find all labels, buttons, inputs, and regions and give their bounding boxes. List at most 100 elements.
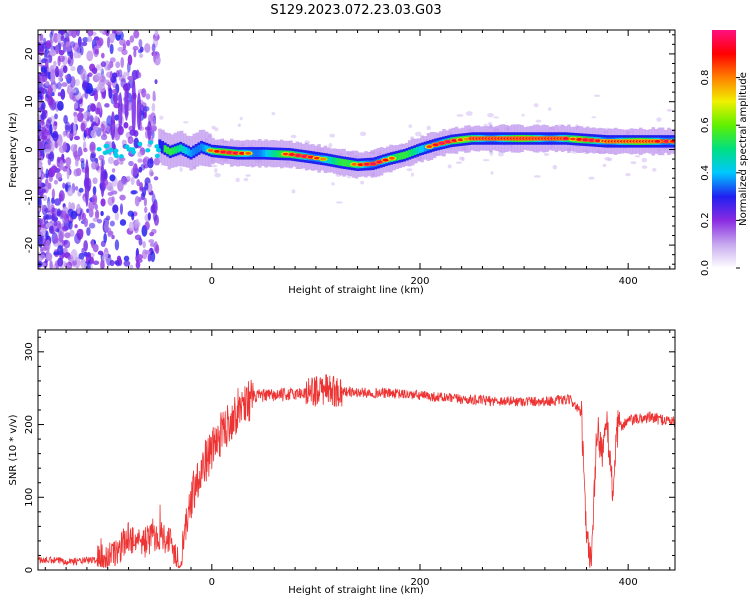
heatmap-noise-blob [71, 30, 77, 39]
heatmap-noise-blob [147, 212, 151, 221]
heatmap-noise-blob [150, 171, 154, 177]
heatmap-noise-blob [38, 180, 41, 187]
heatmap-noise-blob [127, 210, 134, 217]
heatmap-noise-blob [49, 260, 53, 269]
heatmap-noise-blob [104, 221, 109, 233]
heatmap-cell [337, 158, 341, 166]
heatmap-noise-blob [117, 180, 124, 192]
heatmap-noise-blob [102, 130, 107, 136]
heatmap-hotspot [320, 157, 327, 161]
heatmap-noise-blob [488, 121, 492, 126]
heatmap-noise-blob [604, 156, 611, 161]
heatmap-noise-blob [88, 222, 96, 229]
heatmap-noise-blob [64, 121, 71, 133]
heatmap-noise-blob [109, 32, 117, 41]
heatmap-noise-blob [74, 144, 78, 149]
heatmap-cell [270, 150, 274, 158]
heatmap-noise-blob [82, 80, 89, 91]
heatmap-noise-blob [406, 168, 413, 172]
heatmap-noise-blob [87, 259, 91, 269]
heatmap-noise-blob [43, 215, 48, 220]
heatmap-noise-blob [602, 163, 607, 168]
heatmap-cell [254, 149, 258, 157]
heatmap-noise-blob [108, 230, 114, 236]
heatmap-cell [197, 145, 201, 153]
heatmap-noise-blob [57, 257, 64, 267]
heatmap-noise-blob [239, 116, 243, 121]
heatmap-noise-blob [64, 74, 69, 80]
heatmap-noise-blob [80, 160, 85, 170]
heatmap-noise-blob [533, 103, 539, 108]
heatmap-streak [118, 92, 123, 131]
heatmap-noise-blob [48, 225, 54, 234]
heatmap-noise-blob [134, 219, 139, 229]
heatmap-noise-blob [125, 39, 131, 47]
snr-y-label: SNR (10 * v/v) [8, 414, 19, 485]
heatmap-noise-blob [79, 45, 84, 56]
heatmap-noise-blob [128, 221, 134, 232]
heatmap-blob [113, 148, 119, 153]
colorbar-tick-label: 0.8 [700, 70, 711, 86]
heatmap-noise-blob [57, 244, 64, 256]
heatmap-noise-blob [109, 220, 115, 227]
heatmap-noise-blob [155, 244, 160, 255]
heatmap-noise-blob [456, 114, 464, 117]
heatmap-noise-blob [291, 189, 296, 194]
heatmap-noise-blob [94, 115, 99, 124]
heatmap-noise-blob [331, 182, 335, 186]
heatmap-hotspot [282, 152, 289, 156]
heatmap-noise-blob [55, 172, 62, 180]
heatmap-noise-blob [100, 210, 104, 217]
heatmap-noise-blob [133, 30, 140, 39]
heatmap-noise-blob [214, 173, 221, 178]
heatmap-noise-blob [652, 168, 657, 172]
heatmap-noise-blob [87, 30, 94, 37]
heatmap-noise-blob [127, 54, 133, 66]
colorbar-ticks: 0.0 0.2 0.4 0.6 0.8 [700, 70, 740, 276]
heatmap-noise-blob [51, 207, 59, 213]
heatmap-noise-blob [78, 228, 84, 237]
snr-x-ticks: 0 200 400 [44, 330, 671, 588]
heatmap-hotspot [576, 138, 583, 141]
heatmap-noise-blob [328, 143, 333, 148]
heatmap-blob [124, 144, 130, 149]
heatmap-noise-blob [74, 224, 78, 229]
heatmap-noise-blob [62, 225, 68, 231]
heatmap-noise-blob [641, 157, 648, 163]
heatmap-noise-blob [59, 266, 64, 269]
heatmap-noise-blob [126, 175, 131, 180]
y-tick-label: 10 [24, 95, 35, 108]
heatmap-blob [102, 150, 108, 155]
heatmap-streak [147, 120, 152, 140]
heatmap-cell [348, 160, 352, 168]
heatmap-noise-blob [109, 43, 114, 55]
heatmap-noise-blob [78, 98, 83, 105]
heatmap-cell [173, 146, 177, 154]
heatmap-noise-blob [141, 88, 147, 98]
heatmap-noise-blob [66, 261, 73, 269]
y-tick-label: 0 [24, 567, 35, 573]
heatmap-noise-blob [95, 107, 101, 115]
heatmap-noise-blob [142, 241, 146, 249]
heatmap-noise-blob [89, 115, 94, 123]
colorbar-tick-label: 0.6 [700, 117, 711, 133]
heatmap-noise-blob [83, 240, 88, 252]
heatmap-noise-blob [111, 72, 118, 79]
snr-line [38, 374, 675, 569]
heatmap-noise-blob [97, 250, 104, 256]
heatmap-noise-blob [51, 213, 56, 219]
heatmap-noise-blob [588, 176, 595, 180]
heatmap-noise-blob [99, 30, 105, 34]
heatmap-cell [415, 146, 419, 155]
heatmap-noise-blob [92, 260, 100, 265]
heatmap-noise-blob [410, 172, 414, 177]
heatmap-hotspot [301, 154, 308, 158]
heatmap-hotspot [357, 163, 364, 167]
heatmap-cell [340, 158, 344, 166]
heatmap-noise-blob [63, 239, 71, 249]
heatmap-noise-blob [54, 121, 58, 127]
heatmap-noise-blob [150, 250, 156, 263]
heatmap-noise-blob [104, 103, 110, 108]
heatmap-cell [252, 149, 256, 157]
heatmap-cell [335, 157, 339, 166]
